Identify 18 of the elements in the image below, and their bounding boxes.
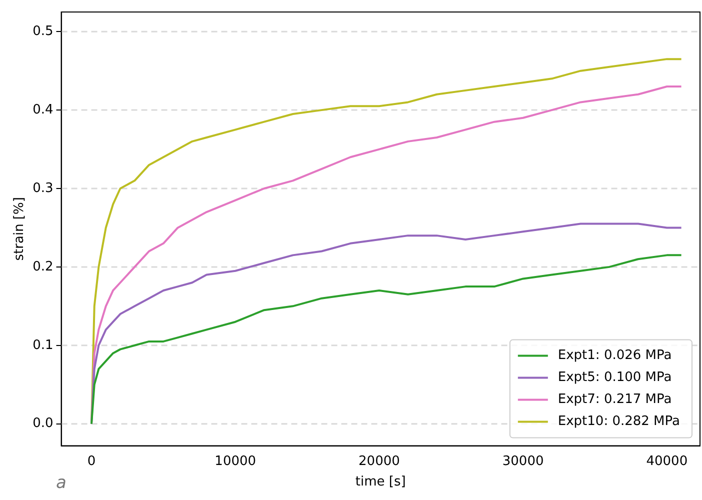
y-tick-label: 0.5 [32, 24, 54, 39]
y-tick-label: 0.1 [32, 338, 54, 353]
y-tick-label: 0.0 [32, 416, 54, 432]
y-tick-label: 0.4 [32, 102, 54, 118]
text: a [56, 473, 66, 493]
legend-label: Expt5: 0.100 MPa [558, 370, 672, 386]
y-axis-title: strain [%] [12, 197, 28, 261]
x-tick-label: 20000 [358, 454, 400, 469]
y-tick-label: 0.3 [32, 180, 54, 196]
x-tick-label: 10000 [214, 454, 256, 469]
x-tick-label: 30000 [502, 454, 544, 469]
x-tick-label: 40000 [646, 454, 688, 469]
legend-label: Expt1: 0.026 MPa [558, 348, 672, 364]
x-tick-label: 0 [87, 454, 96, 469]
legend-label: Expt10: 0.282 MPa [558, 414, 680, 430]
y-tick-label: 0.2 [32, 259, 54, 274]
legend-label: Expt7: 0.217 MPa [558, 392, 672, 408]
x-axis-title: time [s] [355, 474, 406, 490]
